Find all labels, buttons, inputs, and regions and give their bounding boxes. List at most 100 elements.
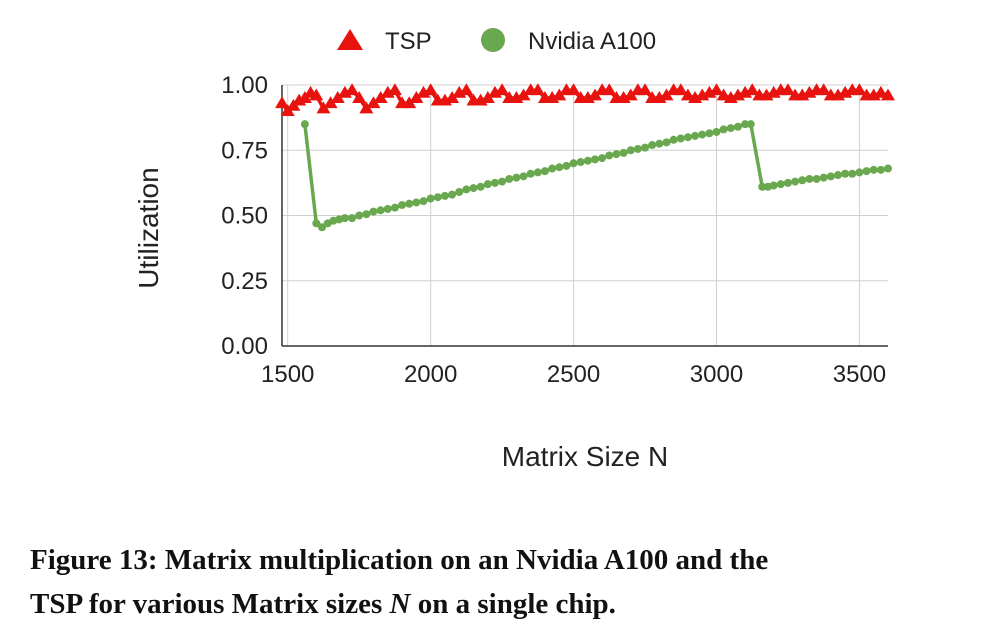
legend-triangle-icon <box>337 29 363 50</box>
data-point <box>741 120 750 129</box>
data-point <box>390 203 399 212</box>
data-point <box>316 101 331 114</box>
x-tick-label: 2500 <box>547 361 600 388</box>
data-point <box>519 172 528 181</box>
data-point <box>423 83 438 96</box>
y-tick-label: 0.75 <box>221 137 268 164</box>
y-tick-label: 0.00 <box>221 333 268 360</box>
data-point <box>445 91 460 103</box>
data-point <box>512 173 521 182</box>
data-point <box>673 83 688 96</box>
data-point <box>383 204 392 213</box>
data-point <box>662 138 671 147</box>
data-point <box>352 91 367 103</box>
y-tick-label: 1.00 <box>221 72 268 99</box>
series-tsp <box>275 83 895 116</box>
data-point <box>869 165 878 174</box>
plot-area <box>275 83 895 232</box>
data-point <box>387 83 402 96</box>
data-point <box>569 159 578 168</box>
data-point <box>533 168 542 177</box>
data-point <box>683 133 692 142</box>
data-point <box>412 198 421 207</box>
data-point <box>676 134 685 143</box>
data-point <box>884 164 892 173</box>
data-point <box>530 83 545 96</box>
data-point <box>469 184 478 193</box>
data-point <box>459 83 474 96</box>
data-point <box>633 144 642 153</box>
data-point <box>638 83 653 96</box>
data-point <box>612 150 621 159</box>
data-point <box>758 182 767 191</box>
x-tick-label: 3000 <box>690 361 743 388</box>
axes: 0.00 0.25 0.50 0.75 1.00 1500 2000 2500 3000 3500 <box>221 72 888 388</box>
data-point <box>669 135 678 144</box>
x-tick-label: 3500 <box>833 361 886 388</box>
caption-line-1: Figure 13: Matrix multiplication on an N… <box>30 544 769 576</box>
x-tick-label: 1500 <box>261 361 314 388</box>
data-point <box>498 177 507 186</box>
data-point <box>776 180 785 189</box>
data-point <box>816 83 831 96</box>
data-point <box>483 180 492 189</box>
data-point <box>583 156 592 165</box>
data-point <box>275 96 289 109</box>
data-point <box>345 83 360 96</box>
data-point <box>659 88 674 101</box>
data-point <box>746 120 755 129</box>
data-point <box>373 91 388 103</box>
data-point <box>641 143 650 152</box>
grid-lines <box>282 84 888 347</box>
x-axis-title: Matrix Size N <box>502 441 668 472</box>
data-point <box>462 185 471 194</box>
data-point <box>805 174 814 183</box>
data-point <box>726 124 735 133</box>
data-point <box>598 154 607 163</box>
caption-line-2-end: on a single chip. <box>410 588 616 620</box>
data-point <box>798 176 807 185</box>
data-point <box>605 151 614 160</box>
y-tick-label: 0.25 <box>221 268 268 295</box>
data-point <box>376 206 385 215</box>
data-point <box>791 177 800 186</box>
data-point <box>548 164 557 173</box>
data-point <box>783 178 792 187</box>
data-point <box>562 161 571 170</box>
data-point <box>495 83 510 96</box>
data-point <box>602 83 617 96</box>
data-point <box>719 125 728 134</box>
data-point <box>419 197 428 206</box>
data-point <box>362 210 371 219</box>
data-point <box>540 167 549 176</box>
data-point <box>855 168 864 177</box>
data-point <box>355 211 364 220</box>
data-point <box>300 120 309 129</box>
data-point <box>312 219 321 228</box>
data-point <box>330 91 345 103</box>
data-point <box>826 172 835 181</box>
data-point <box>448 190 457 199</box>
data-point <box>812 174 821 183</box>
data-point <box>340 214 349 223</box>
data-point <box>709 83 724 96</box>
data-point <box>852 83 867 96</box>
x-tick-label: 2000 <box>404 361 457 388</box>
legend: TSP Nvidia A100 <box>337 28 656 55</box>
utilization-chart: 0.00 0.25 0.50 0.75 1.00 1500 2000 2500 3000 3500… <box>133 28 895 472</box>
data-point <box>588 88 603 101</box>
data-point <box>490 178 499 187</box>
data-point <box>398 201 407 210</box>
data-point <box>402 96 417 109</box>
data-point <box>819 173 828 182</box>
data-point <box>455 188 464 197</box>
data-point <box>733 122 742 131</box>
data-point <box>862 167 871 176</box>
y-tick-label: 0.50 <box>221 203 268 230</box>
data-point <box>323 96 338 109</box>
data-point <box>476 182 485 191</box>
data-point <box>698 130 707 139</box>
data-point <box>619 148 628 157</box>
legend-label-nvidia-a100: Nvidia A100 <box>528 28 656 55</box>
data-point <box>348 214 357 223</box>
